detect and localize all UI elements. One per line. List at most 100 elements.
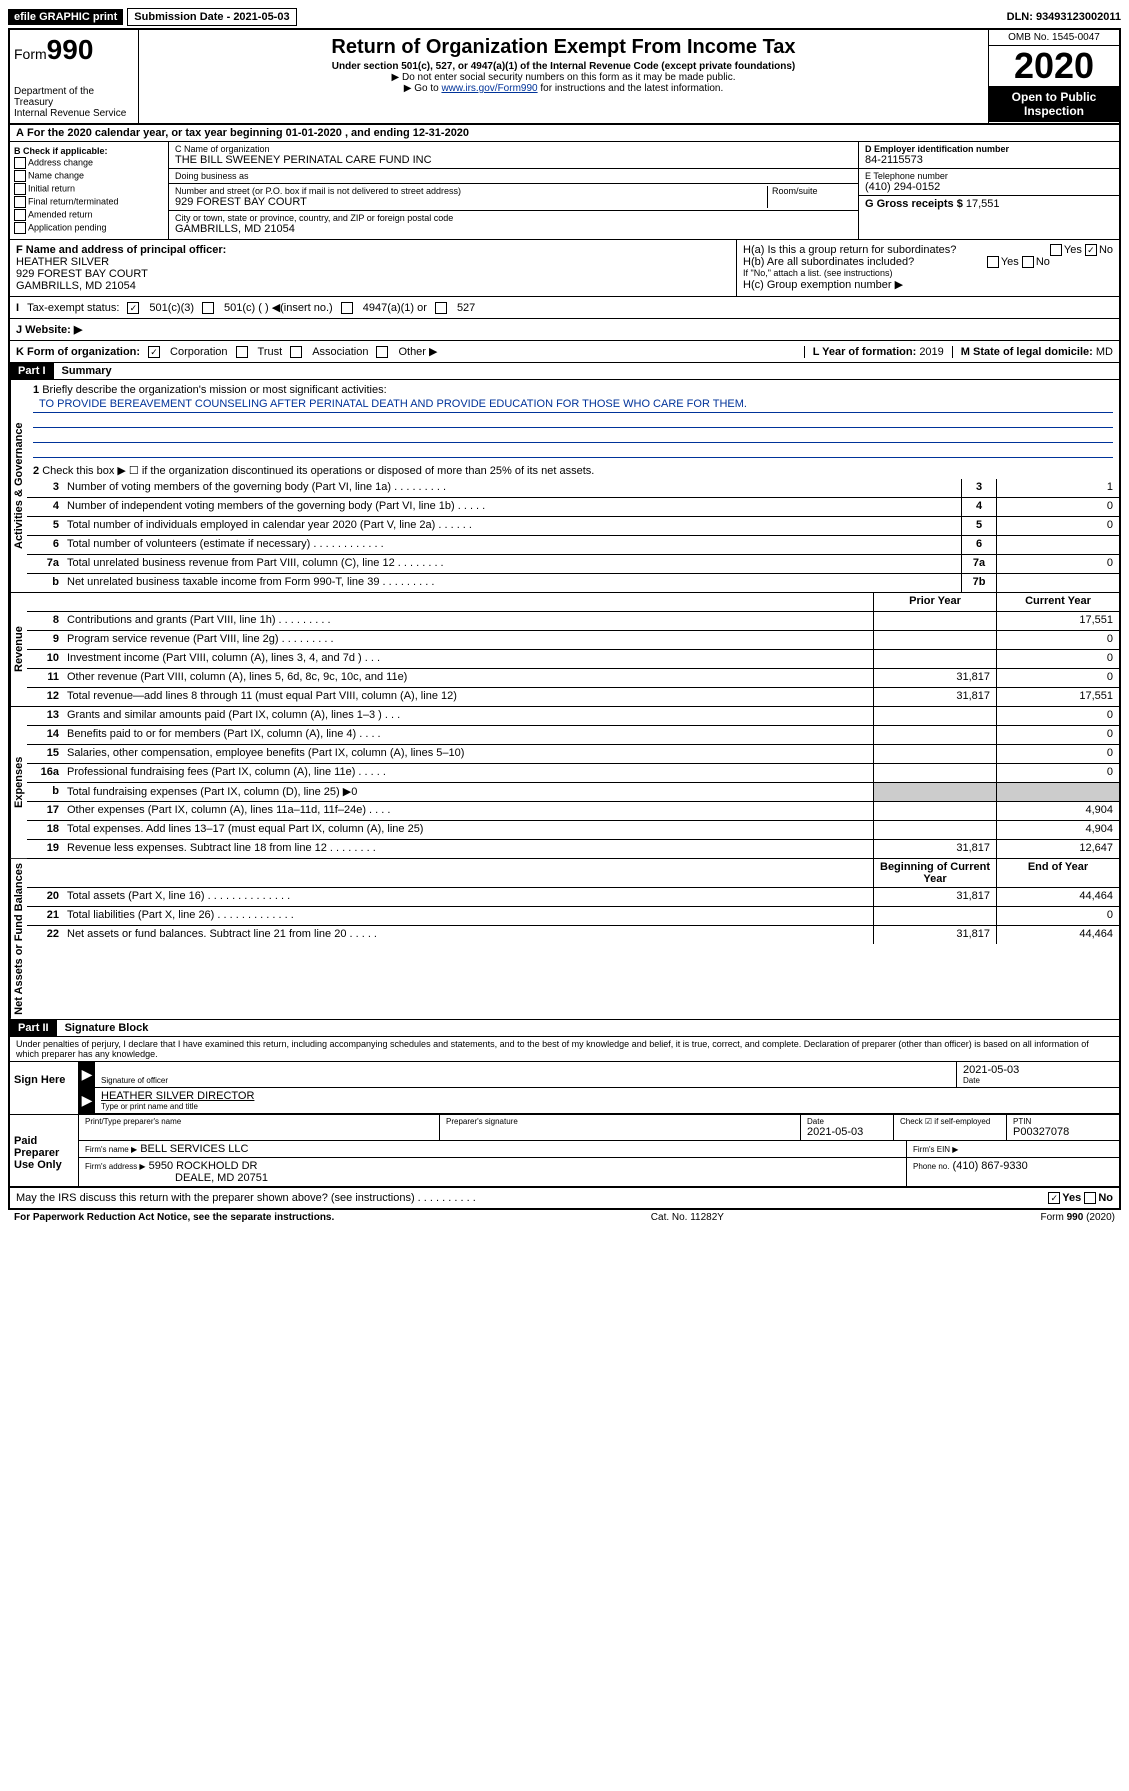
hc-label: H(c) Group exemption number ▶	[743, 278, 1113, 291]
form-header: Form990 Department of the Treasury Inter…	[10, 30, 1119, 125]
paid-preparer-section: Paid Preparer Use Only Print/Type prepar…	[10, 1115, 1119, 1187]
section-j: J Website: ▶	[10, 319, 1119, 341]
form-ref: Form 990 (2020)	[1041, 1212, 1115, 1223]
ein: 84-2115573	[865, 154, 1113, 166]
subtitle-1: Under section 501(c), 527, or 4947(a)(1)…	[143, 61, 984, 72]
form-990: Form990 Department of the Treasury Inter…	[8, 28, 1121, 1210]
rev-11-p: 31,817	[873, 669, 996, 687]
exp-14: 0	[996, 726, 1119, 744]
val-7a: 0	[996, 555, 1119, 573]
section-k: K Form of organization: Corporation Trus…	[10, 341, 1119, 363]
omb-number: OMB No. 1545-0047	[989, 30, 1119, 46]
open-public-badge: Open to Public Inspection	[989, 86, 1119, 122]
discuss-no[interactable]	[1084, 1192, 1096, 1204]
subtitle-2: ▶ Do not enter social security numbers o…	[143, 72, 984, 83]
part2-header: Part II Signature Block	[10, 1020, 1119, 1037]
form-title: Return of Organization Exempt From Incom…	[143, 36, 984, 59]
hb-note: If "No," attach a list. (see instruction…	[743, 268, 1113, 278]
line1-text: Briefly describe the organization's miss…	[42, 384, 386, 396]
discuss-row: May the IRS discuss this return with the…	[10, 1187, 1119, 1208]
irs-link[interactable]: www.irs.gov/Form990	[441, 83, 537, 94]
phone-label: E Telephone number	[865, 171, 1113, 181]
val-4: 0	[996, 498, 1119, 516]
mission: TO PROVIDE BEREAVEMENT COUNSELING AFTER …	[33, 396, 1113, 413]
officer-addr1: 929 FOREST BAY COURT	[16, 268, 148, 280]
discuss-yes[interactable]	[1048, 1192, 1060, 1204]
irs-label: Internal Revenue Service	[14, 108, 134, 119]
perjury-statement: Under penalties of perjury, I declare th…	[10, 1037, 1119, 1062]
top-bar: efile GRAPHIC print Submission Date - 20…	[8, 8, 1121, 26]
check-assoc[interactable]	[290, 346, 302, 358]
check-address-change[interactable]: Address change	[14, 157, 164, 169]
street-address: 929 FOREST BAY COURT	[175, 196, 767, 208]
room-label: Room/suite	[772, 186, 852, 196]
exp-13: 0	[996, 707, 1119, 725]
arrow-icon: ▶	[79, 1062, 95, 1087]
website-label: J Website: ▶	[16, 323, 82, 336]
check-other[interactable]	[376, 346, 388, 358]
rev-9: 0	[996, 631, 1119, 649]
paid-preparer-label: Paid Preparer Use Only	[10, 1115, 79, 1186]
line-a: A For the 2020 calendar year, or tax yea…	[10, 125, 1119, 142]
sig-date: 2021-05-03	[963, 1064, 1113, 1076]
city-state-zip: GAMBRILLS, MD 21054	[175, 223, 852, 235]
section-i: I Tax-exempt status: 501(c)(3) 501(c) ( …	[10, 297, 1119, 319]
net-20-p: 31,817	[873, 888, 996, 906]
sign-here-label: Sign Here	[10, 1062, 79, 1114]
section-c: C Name of organization THE BILL SWEENEY …	[169, 142, 858, 239]
officer-typed-name: HEATHER SILVER DIRECTOR	[101, 1090, 1113, 1102]
net-22: 44,464	[996, 926, 1119, 944]
sign-here-section: Sign Here ▶ Signature of officer 2021-05…	[10, 1062, 1119, 1115]
check-final-return[interactable]: Final return/terminated	[14, 196, 164, 208]
exp-18: 4,904	[996, 821, 1119, 839]
paperwork-notice: For Paperwork Reduction Act Notice, see …	[14, 1212, 334, 1223]
cat-no: Cat. No. 11282Y	[651, 1212, 724, 1223]
city-label: City or town, state or province, country…	[175, 213, 852, 223]
check-trust[interactable]	[236, 346, 248, 358]
net-22-p: 31,817	[873, 926, 996, 944]
submission-date: Submission Date - 2021-05-03	[127, 8, 296, 26]
gross-receipts-label: G Gross receipts $	[865, 198, 963, 210]
section-d-e-g: D Employer identification number 84-2115…	[858, 142, 1119, 239]
subtitle-3: ▶ Go to www.irs.gov/Form990 for instruct…	[143, 83, 984, 94]
rev-12-p: 31,817	[873, 688, 996, 706]
efile-label[interactable]: efile GRAPHIC print	[8, 9, 123, 25]
exp-15: 0	[996, 745, 1119, 763]
officer-name: HEATHER SILVER	[16, 256, 109, 268]
net-21: 0	[996, 907, 1119, 925]
check-app-pending[interactable]: Application pending	[14, 222, 164, 234]
ha-label: H(a) Is this a group return for subordin…	[743, 244, 956, 256]
line2-text: Check this box ▶ ☐ if the organization d…	[42, 465, 594, 477]
hb-label: H(b) Are all subordinates included?	[743, 256, 914, 268]
check-527[interactable]	[435, 302, 447, 314]
activities-governance: Activities & Governance 1 Briefly descri…	[10, 380, 1119, 593]
exp-19: 12,647	[996, 840, 1119, 858]
firm-addr1: 5950 ROCKHOLD DR	[149, 1160, 258, 1172]
revenue-section: Revenue Prior YearCurrent Year 8Contribu…	[10, 593, 1119, 707]
check-corp[interactable]	[148, 346, 160, 358]
check-amended[interactable]: Amended return	[14, 209, 164, 221]
gross-receipts: 17,551	[966, 198, 1000, 210]
org-info-row: B Check if applicable: Address change Na…	[10, 142, 1119, 240]
check-name-change[interactable]: Name change	[14, 170, 164, 182]
addr-label: Number and street (or P.O. box if mail i…	[175, 186, 767, 196]
check-initial-return[interactable]: Initial return	[14, 183, 164, 195]
section-h: H(a) Is this a group return for subordin…	[737, 240, 1119, 296]
rev-12: 17,551	[996, 688, 1119, 706]
net-20: 44,464	[996, 888, 1119, 906]
dln: DLN: 93493123002011	[1007, 11, 1121, 23]
val-6	[996, 536, 1119, 554]
val-7b	[996, 574, 1119, 592]
rev-11: 0	[996, 669, 1119, 687]
part1-header: Part I Summary	[10, 363, 1119, 380]
arrow-icon: ▶	[79, 1088, 95, 1113]
footer: For Paperwork Reduction Act Notice, see …	[8, 1210, 1121, 1225]
exp-17: 4,904	[996, 802, 1119, 820]
check-4947[interactable]	[341, 302, 353, 314]
officer-label: F Name and address of principal officer:	[16, 244, 226, 256]
rev-10: 0	[996, 650, 1119, 668]
check-501c3[interactable]	[127, 302, 139, 314]
tax-year: 2020	[989, 46, 1119, 86]
check-501c[interactable]	[202, 302, 214, 314]
section-b: B Check if applicable: Address change Na…	[10, 142, 169, 239]
